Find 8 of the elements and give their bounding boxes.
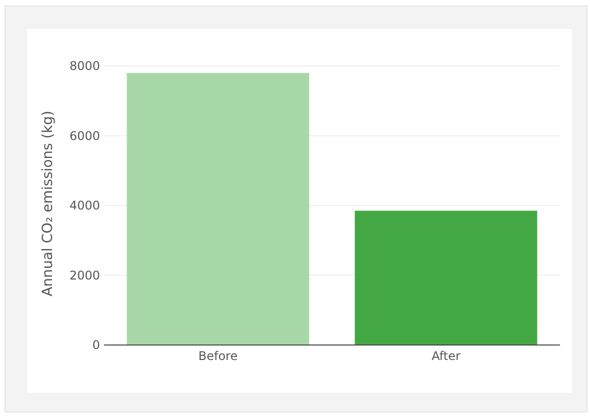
x-tick-label: Before <box>198 349 238 363</box>
y-tick-label: 6000 <box>69 128 100 143</box>
y-tick-label: 4000 <box>69 198 100 213</box>
y-tick-label: 2000 <box>69 268 100 282</box>
y-tick-label: 0 <box>92 338 100 352</box>
y-tick-label: 8000 <box>69 59 100 74</box>
y-axis-title: Annual CO₂ emissions (kg) <box>40 110 56 296</box>
x-tick-label: After <box>432 349 460 363</box>
